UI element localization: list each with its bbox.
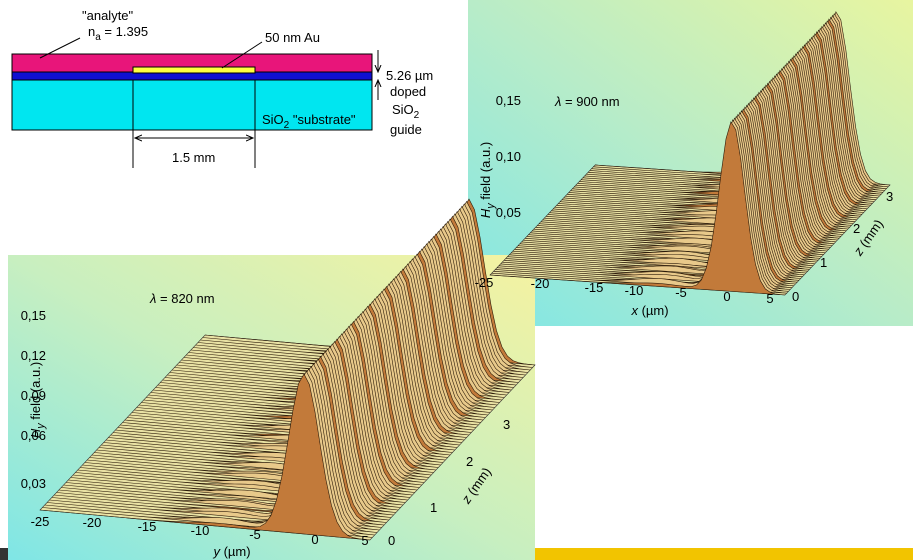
index-sub: a (95, 32, 101, 43)
x-tick-label: 5 (766, 291, 773, 306)
guide-label: doped (390, 84, 426, 99)
wavelength-symbol: λ (554, 94, 561, 109)
x-tick-label: -20 (531, 276, 550, 291)
gold-label: 50 nm Au (265, 30, 320, 45)
corner-block (0, 548, 8, 560)
y-tick-label: 0,15 (496, 93, 521, 108)
substrate-rest: "substrate" (289, 112, 356, 127)
surface-820 (39, 198, 536, 541)
pointer (221, 41, 263, 69)
y-axis-label: Hy field (a.u.) (478, 142, 497, 218)
y-tick-label: 0,12 (21, 348, 46, 363)
gold-film (132, 66, 256, 74)
analyte-label: "analyte" (82, 8, 134, 23)
index-symbol: n (88, 24, 95, 39)
x-tick-label: -25 (31, 514, 50, 529)
x-tick-label: -10 (191, 523, 210, 538)
z-tick-label: 2 (853, 221, 860, 236)
z-tick-label: 1 (820, 255, 827, 270)
thickness-label: 5.26 µm (386, 68, 433, 83)
bottom-strip (535, 548, 913, 560)
y-label-sub: y (485, 202, 497, 210)
schematic: "analyte" na = 1.395 50 nm Au 5.26 µm do… (11, 8, 433, 168)
length-label: 1.5 mm (172, 150, 215, 165)
index-value: = 1.395 (101, 24, 148, 39)
wavelength-value: = 900 nm (561, 94, 619, 109)
z-tick-label: 3 (886, 189, 893, 204)
x-axis-label: y (µm) (212, 544, 250, 559)
index-label: na = 1.395 (88, 24, 148, 43)
wavelength-value: = 820 nm (156, 291, 214, 306)
y-tick-label: 0,09 (21, 388, 46, 403)
guide-label: SiO2 (392, 102, 420, 121)
guide-label-sub: 2 (414, 110, 420, 121)
y-label-main: H (28, 428, 43, 438)
z-tick-label: 1 (430, 500, 437, 515)
x-tick-label: -25 (475, 275, 494, 290)
y-axis-label: Hy field (a.u.) (28, 362, 47, 438)
substrate-layer (11, 79, 373, 131)
surface-slice (39, 373, 371, 541)
x-tick-label: -10 (625, 283, 644, 298)
wavelength-label: λ = 900 nm (554, 94, 620, 109)
x-axis-label: x (µm) (630, 303, 668, 318)
guide-label: guide (390, 122, 422, 137)
wavelength-label: λ = 820 nm (149, 291, 215, 306)
substrate-label: SiO2 "substrate" (262, 112, 356, 131)
x-tick-label: -15 (585, 280, 604, 295)
y-tick-label: 0,15 (21, 308, 46, 323)
x-tick-label: -5 (249, 527, 261, 542)
substrate-sub: 2 (284, 120, 290, 131)
x-label-main: x (630, 303, 638, 318)
z-tick-label: 0 (792, 289, 799, 304)
x-tick-label: -5 (675, 285, 687, 300)
x-tick-label: 0 (723, 289, 730, 304)
y-tick-label: 0,10 (496, 149, 521, 164)
y-label-sub: y (35, 422, 47, 430)
surface-slice (489, 121, 786, 296)
surface-900 (489, 11, 891, 296)
y-label-rest: field (a.u.) (478, 142, 493, 203)
y-tick-label: 0,03 (21, 476, 46, 491)
pointer (39, 37, 81, 59)
z-tick-label: 3 (503, 417, 510, 432)
z-tick-label: 0 (388, 533, 395, 548)
wavelength-symbol: λ (149, 291, 156, 306)
y-label-main: H (478, 208, 493, 218)
z-tick-label: 2 (466, 454, 473, 469)
x-label-main: y (212, 544, 221, 559)
y-tick-label: 0,05 (496, 205, 521, 220)
substrate-label-main: SiO (262, 112, 284, 127)
x-tick-label: 5 (361, 533, 368, 548)
x-tick-label: -20 (83, 515, 102, 530)
x-label-unit: (µm) (638, 303, 669, 318)
x-tick-label: -15 (138, 519, 157, 534)
guide-label-2: SiO (392, 102, 414, 117)
y-label-rest: field (a.u.) (28, 362, 43, 423)
y-tick-label: 0,06 (21, 428, 46, 443)
x-tick-label: 0 (311, 532, 318, 547)
x-label-unit: (µm) (220, 544, 251, 559)
